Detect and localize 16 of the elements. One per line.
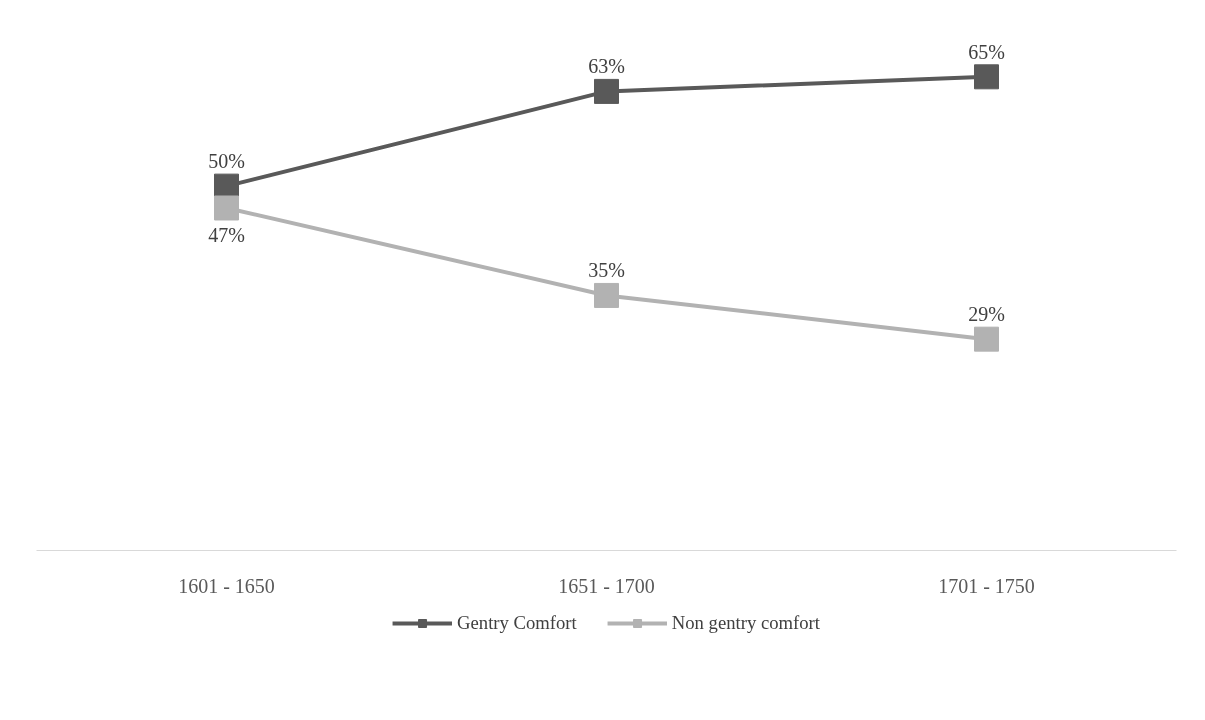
x-tick-label: 1701 - 1750: [938, 574, 1035, 597]
legend-label: Non gentry comfort: [671, 612, 820, 634]
data-label: 50%: [208, 150, 245, 173]
point: [214, 195, 239, 221]
x-tick-label: 1651 - 1700: [558, 574, 655, 597]
legend-label: Gentry Comfort: [457, 612, 577, 634]
x-tick-label: 1601 - 1650: [178, 574, 275, 597]
data-label: 65%: [968, 40, 1005, 63]
data-label: 29%: [968, 303, 1005, 326]
data-label: 63%: [588, 55, 625, 78]
point: [594, 282, 619, 308]
point: [974, 326, 999, 352]
point: [974, 64, 999, 90]
data-label: 35%: [588, 259, 625, 282]
data-label: 47%: [208, 223, 245, 246]
point: [594, 78, 619, 104]
